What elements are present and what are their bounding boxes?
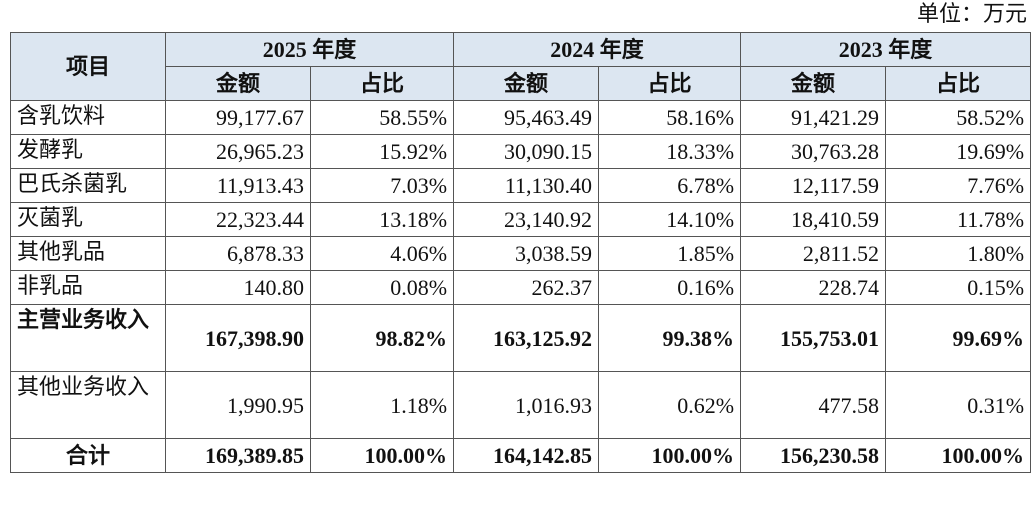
cell-value: 155,753.01 — [740, 304, 887, 372]
column-header: 占比 — [885, 66, 1032, 101]
cell-value: 11,913.43 — [165, 168, 311, 203]
cell-value: 163,125.92 — [453, 304, 600, 372]
cell-value: 0.31% — [885, 371, 1032, 439]
cell-value: 30,763.28 — [740, 134, 887, 169]
cell-value: 2,811.52 — [740, 236, 887, 271]
cell-value: 169,389.85 — [165, 438, 311, 473]
row-name: 非乳品 — [10, 270, 166, 305]
cell-value: 6.78% — [598, 168, 742, 203]
cell-value: 228.74 — [740, 270, 887, 305]
cell-value: 100.00% — [598, 438, 742, 473]
cell-value: 1,016.93 — [453, 371, 600, 439]
data-row: 非乳品 140.80 0.08% 262.37 0.16% 228.74 0.15% — [10, 270, 1032, 305]
unit-label: 单位：万元 — [916, 1, 1027, 26]
cell-value: 19.69% — [885, 134, 1032, 169]
cell-value: 15.92% — [309, 134, 455, 169]
data-row: 其他业务收入 1,990.95 1.18% 1,016.93 0.62% 477.58 0.… — [10, 371, 1032, 439]
cell-value: 6,878.33 — [165, 236, 311, 271]
row-name: 发酵乳 — [10, 134, 166, 169]
cell-value: 98.82% — [309, 304, 455, 372]
cell-value: 99.38% — [598, 304, 742, 372]
cell-value: 58.16% — [598, 100, 742, 135]
cell-value: 4.06% — [309, 236, 455, 271]
item-header: 项目 — [10, 32, 166, 101]
row-name: 灭菌乳 — [10, 202, 166, 237]
cell-value: 99,177.67 — [165, 100, 311, 135]
cell-value: 91,421.29 — [740, 100, 887, 135]
data-row: 其他乳品 6,878.33 4.06% 3,038.59 1.85% 2,811.52 1.… — [10, 236, 1032, 271]
cell-value: 7.76% — [885, 168, 1032, 203]
cell-value: 3,038.59 — [453, 236, 600, 271]
data-row: 合计 169,389.85 100.00% 164,142.85 100.00% 156,… — [10, 438, 1032, 473]
cell-value: 18.33% — [598, 134, 742, 169]
cell-value: 0.15% — [885, 270, 1032, 305]
table-body: 含乳饮料 99,177.67 58.55% 95,463.49 58.16% 91,421… — [10, 100, 1032, 473]
cell-value: 30,090.15 — [453, 134, 600, 169]
row-name: 其他业务收入 — [10, 371, 166, 439]
data-row: 发酵乳 26,965.23 15.92% 30,090.15 18.33% 30,763.… — [10, 134, 1032, 169]
cell-value: 26,965.23 — [165, 134, 311, 169]
cell-value: 18,410.59 — [740, 202, 887, 237]
row-name: 含乳饮料 — [10, 100, 166, 135]
cell-value: 11.78% — [885, 202, 1032, 237]
cell-value: 22,323.44 — [165, 202, 311, 237]
column-header: 占比 — [598, 66, 742, 101]
data-row: 主营业务收入 167,398.90 98.82% 163,125.92 99.38% 15… — [10, 304, 1032, 372]
cell-value: 7.03% — [309, 168, 455, 203]
cell-value: 12,117.59 — [740, 168, 887, 203]
cell-value: 1,990.95 — [165, 371, 311, 439]
row-name: 巴氏杀菌乳 — [10, 168, 166, 203]
cell-value: 0.16% — [598, 270, 742, 305]
cell-value: 99.69% — [885, 304, 1032, 372]
subheader-row: 金额 占比 金额 占比 金额 占比 — [11, 66, 1032, 101]
cell-value: 0.62% — [598, 371, 742, 439]
cell-value: 1.18% — [309, 371, 455, 439]
cell-value: 100.00% — [885, 438, 1032, 473]
cell-value: 11,130.40 — [453, 168, 600, 203]
cell-value: 95,463.49 — [453, 100, 600, 135]
column-header: 金额 — [453, 66, 600, 101]
cell-value: 1.80% — [885, 236, 1032, 271]
data-row: 灭菌乳 22,323.44 13.18% 23,140.92 14.10% 18,410.… — [10, 202, 1032, 237]
row-name: 其他乳品 — [10, 236, 166, 271]
column-header: 占比 — [309, 66, 455, 101]
year-header: 2023 年度 — [740, 32, 1032, 67]
header-row: 项目 2025 年度 2024 年度 2023 年度 — [10, 32, 1032, 101]
data-row: 含乳饮料 99,177.67 58.55% 95,463.49 58.16% 91,421… — [10, 100, 1032, 135]
cell-value: 262.37 — [453, 270, 600, 305]
year-header: 2024 年度 — [453, 32, 742, 67]
cell-value: 164,142.85 — [453, 438, 600, 473]
cell-value: 23,140.92 — [453, 202, 600, 237]
cell-value: 0.08% — [309, 270, 455, 305]
data-row: 巴氏杀菌乳 11,913.43 7.03% 11,130.40 6.78% 12,117.… — [10, 168, 1032, 203]
cell-value: 14.10% — [598, 202, 742, 237]
cell-value: 1.85% — [598, 236, 742, 271]
revenue-table: 项目 2025 年度 2024 年度 2023 年度 金额 占比 金额 占比 金额 占比 含乳饮料… — [10, 32, 1032, 473]
cell-value: 13.18% — [309, 202, 455, 237]
cell-value: 140.80 — [165, 270, 311, 305]
cell-value: 167,398.90 — [165, 304, 311, 372]
column-header: 金额 — [165, 66, 311, 101]
column-header: 金额 — [740, 66, 887, 101]
row-name: 合计 — [10, 438, 166, 473]
table-header: 项目 2025 年度 2024 年度 2023 年度 金额 占比 金额 占比 金额 占比 — [10, 32, 1032, 101]
cell-value: 58.55% — [309, 100, 455, 135]
cell-value: 100.00% — [309, 438, 455, 473]
cell-value: 156,230.58 — [740, 438, 887, 473]
row-name: 主营业务收入 — [10, 304, 166, 372]
cell-value: 477.58 — [740, 371, 887, 439]
cell-value: 58.52% — [885, 100, 1032, 135]
year-header: 2025 年度 — [164, 32, 455, 67]
